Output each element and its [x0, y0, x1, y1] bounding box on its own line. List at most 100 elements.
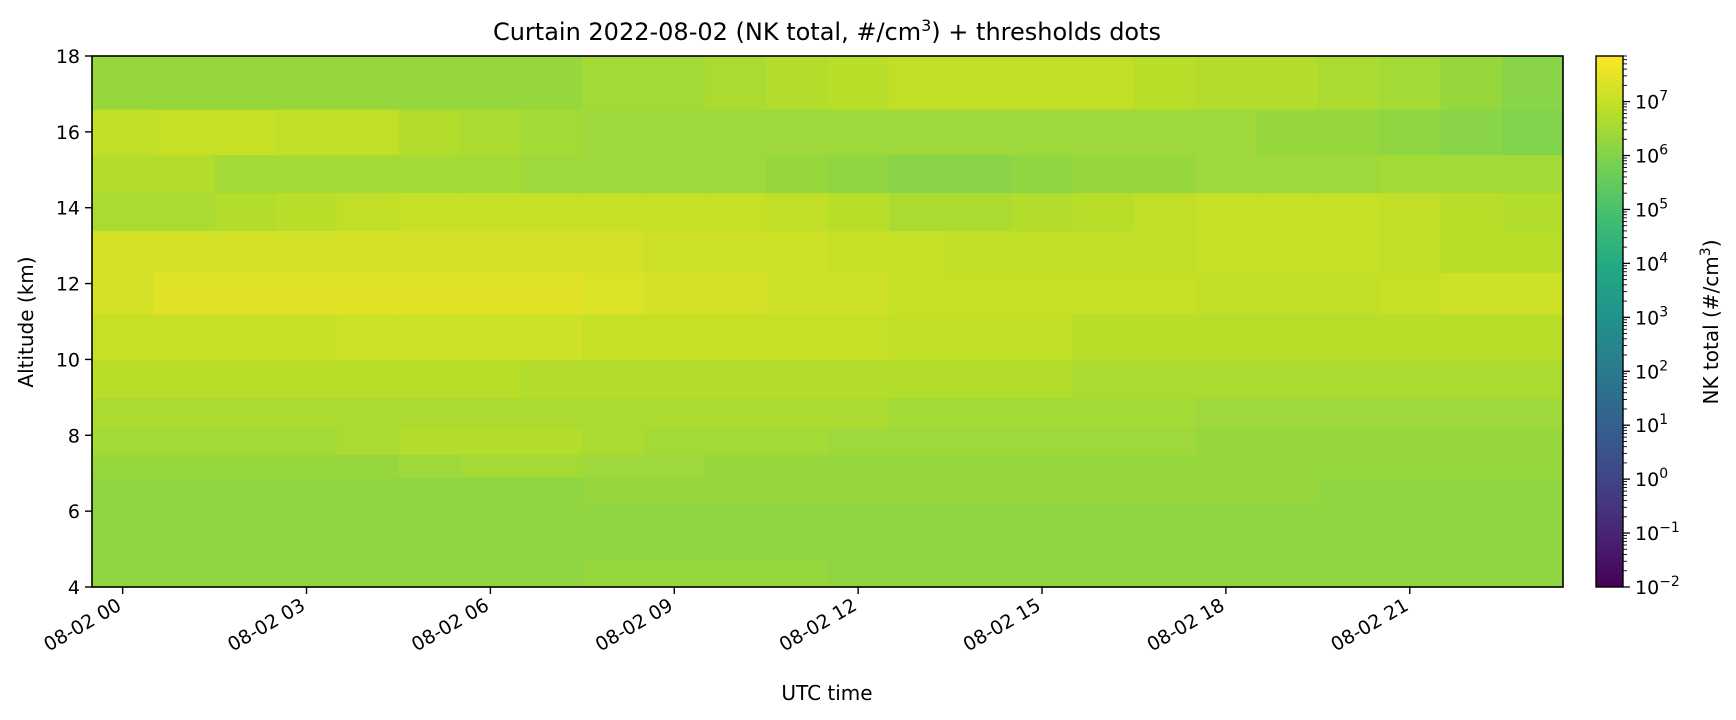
heatmap-cell: [398, 503, 461, 531]
x-tick-label: 08-02 15: [960, 594, 1045, 656]
heatmap-cell: [827, 230, 890, 273]
heatmap-cell: [1072, 359, 1135, 398]
heatmap-cell: [459, 503, 522, 531]
heatmap-cell: [275, 272, 338, 315]
colorbar-tick-label: 10−2: [1635, 574, 1680, 599]
chart-title-superscript: 3: [921, 16, 931, 35]
heatmap-cell: [1256, 272, 1319, 315]
heatmap-cell: [704, 56, 767, 110]
heatmap-cell: [582, 503, 645, 531]
heatmap-cell: [704, 230, 767, 273]
heatmap-cell: [582, 154, 645, 194]
heatmap-cell: [766, 154, 829, 194]
heatmap-cell: [92, 454, 154, 478]
heatmap-cell: [521, 530, 583, 562]
colorbar-tick-label: 105: [1635, 196, 1668, 221]
chart-title: Curtain 2022-08-02 (NK total, #/cm3) + t…: [493, 16, 1161, 46]
heatmap-cell: [704, 427, 767, 455]
heatmap-cell: [643, 313, 706, 361]
heatmap-cell: [582, 477, 645, 505]
heatmap-cell: [1379, 560, 1442, 588]
heatmap-cell: [459, 230, 522, 273]
heatmap-cell: [521, 56, 583, 110]
heatmap-cell: [92, 56, 154, 110]
heatmap-cell: [92, 313, 154, 361]
heatmap-cell: [1011, 56, 1074, 110]
heatmap-cell: [1072, 313, 1135, 361]
heatmap-cell: [1133, 154, 1196, 194]
heatmap-cell: [1440, 313, 1503, 361]
heatmap-cell: [153, 192, 216, 232]
heatmap-cell: [1501, 560, 1564, 588]
heatmap-cell: [214, 56, 277, 110]
heatmap-cell: [153, 397, 216, 429]
heatmap-cell: [1501, 477, 1564, 505]
heatmap-cell: [643, 192, 706, 232]
heatmap-cell: [1440, 427, 1503, 455]
heatmap-cell: [643, 503, 706, 531]
heatmap-cell: [1379, 192, 1442, 232]
heatmap-cell: [337, 272, 400, 315]
heatmap-cell: [1011, 503, 1074, 531]
heatmap-cell: [1011, 192, 1074, 232]
heatmap-cell: [766, 560, 829, 588]
heatmap-cell: [1195, 397, 1258, 429]
heatmap-cell: [1072, 154, 1135, 194]
heatmap-cell: [521, 154, 583, 194]
heatmap-cell: [398, 359, 461, 398]
heatmap-cell: [1440, 503, 1503, 531]
heatmap-cell: [398, 397, 461, 429]
plot-area-frame: [91, 55, 1564, 588]
heatmap-cell: [459, 477, 522, 505]
colorbar-tick-label: 103: [1635, 304, 1668, 329]
heatmap-cell: [1440, 109, 1503, 156]
heatmap-cell: [92, 503, 154, 531]
y-tick-label: 6: [68, 501, 80, 523]
heatmap-cell: [521, 397, 583, 429]
heatmap-cell: [766, 230, 829, 273]
heatmap-cell: [1133, 530, 1196, 562]
heatmap-cell: [1256, 477, 1319, 505]
heatmap-cell: [1317, 560, 1380, 588]
heatmap-cell: [1195, 454, 1258, 478]
heatmap-cell: [1072, 192, 1135, 232]
heatmap-cell: [1317, 109, 1380, 156]
heatmap-cell: [153, 503, 216, 531]
heatmap-cell: [582, 230, 645, 273]
heatmap-cell: [643, 154, 706, 194]
y-tick-label: 4: [68, 577, 80, 599]
heatmap-cell: [1256, 56, 1319, 110]
heatmap-cell: [521, 427, 583, 455]
x-tick-label: 08-02 21: [1327, 594, 1412, 656]
heatmap-cell: [827, 477, 890, 505]
heatmap-cell: [337, 109, 400, 156]
heatmap-cell: [1195, 109, 1258, 156]
heatmap-cell: [214, 477, 277, 505]
heatmap-cell: [888, 230, 951, 273]
heatmap-cell: [950, 192, 1012, 232]
heatmap-cell: [950, 230, 1012, 273]
heatmap-cell: [337, 230, 400, 273]
heatmap-cell: [888, 272, 951, 315]
heatmap-cell: [275, 109, 338, 156]
heatmap-cell: [337, 560, 400, 588]
heatmap-cell: [888, 503, 951, 531]
heatmap-cell: [1501, 192, 1564, 232]
heatmap-cell: [1379, 477, 1442, 505]
colorbar: 10−2 10−1 100 101 102 103 104 105 106 107: [1595, 55, 1680, 599]
heatmap-cell: [827, 56, 890, 110]
heatmap-cell: [92, 427, 154, 455]
heatmap-cell: [950, 454, 1012, 478]
heatmap-cell: [1011, 530, 1074, 562]
heatmap-cell: [337, 192, 400, 232]
heatmap-cell: [459, 454, 522, 478]
heatmap-cell: [704, 503, 767, 531]
heatmap-cell: [643, 530, 706, 562]
heatmap-cell: [1256, 560, 1319, 588]
heatmap-cell: [521, 313, 583, 361]
heatmap-cell: [766, 427, 829, 455]
heatmap-cell: [214, 154, 277, 194]
heatmap-cell: [92, 230, 154, 273]
heatmap-cell: [337, 530, 400, 562]
